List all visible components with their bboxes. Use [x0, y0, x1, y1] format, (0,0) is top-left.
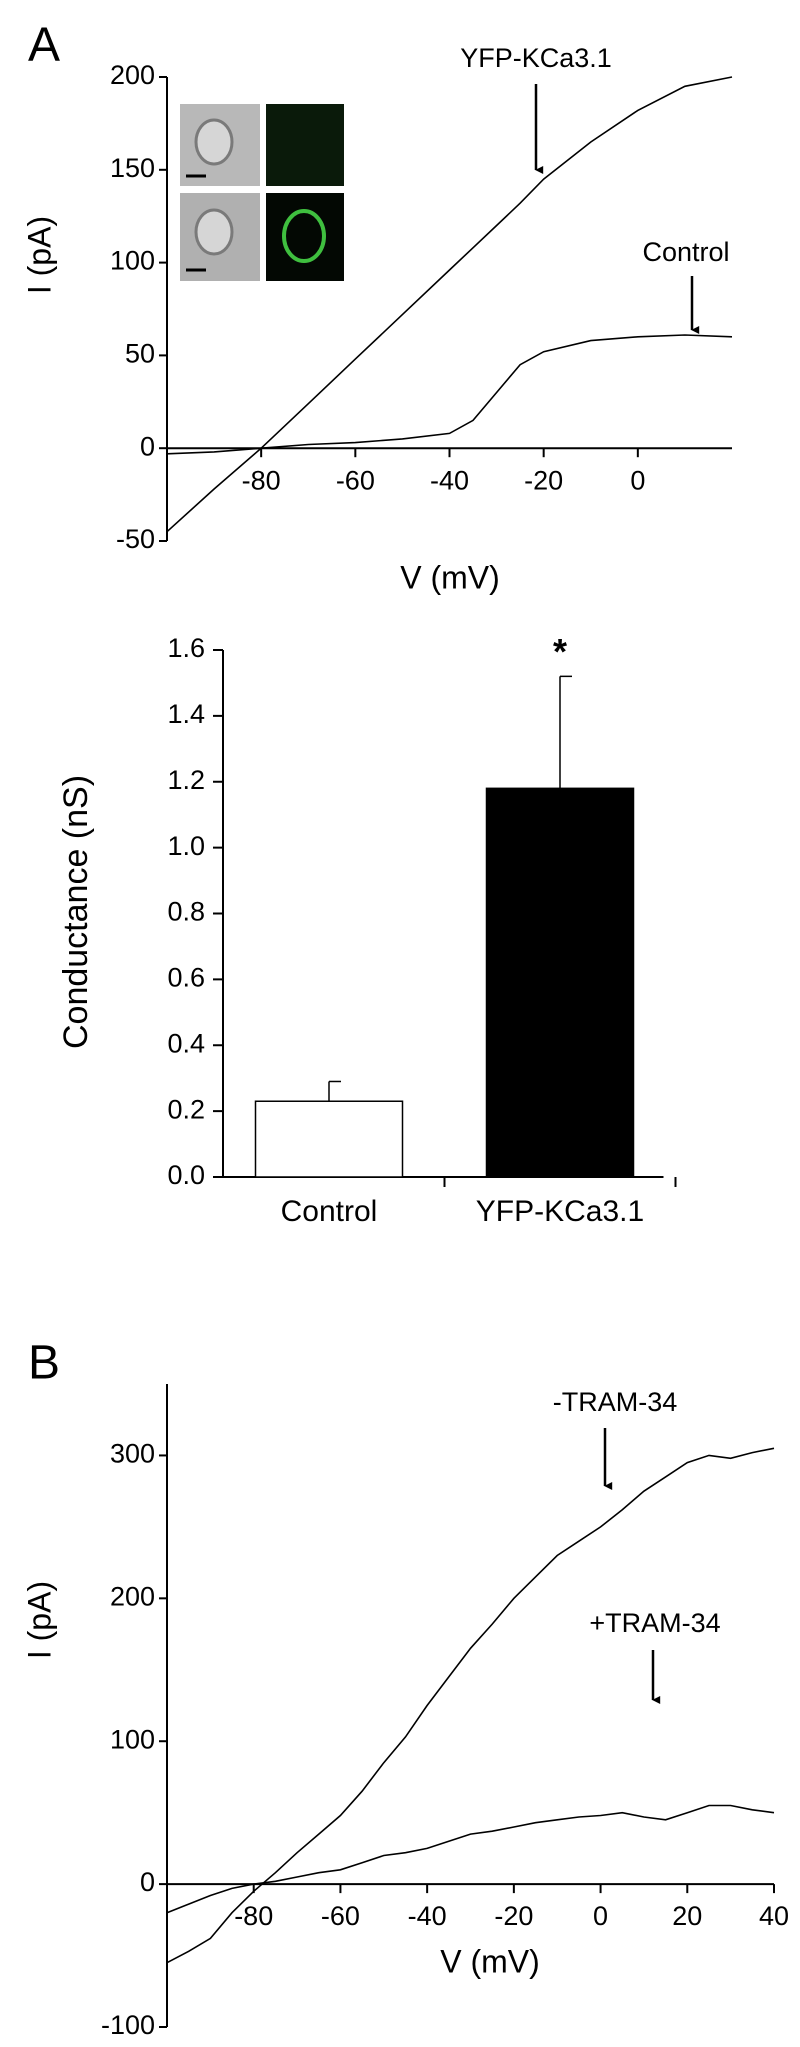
bar	[485, 787, 635, 1178]
y-tick-label: 100	[110, 246, 155, 276]
x-tick-label: -40	[408, 1901, 447, 1931]
y-tick-label: 50	[125, 339, 155, 369]
y-axis-label: I (pA)	[21, 216, 57, 294]
y-tick-label: 0	[140, 1867, 155, 1897]
x-tick-label: 40	[759, 1901, 789, 1931]
panel-label: A	[28, 19, 60, 72]
x-axis-label: V (mV)	[400, 559, 500, 595]
series-label: YFP-KCa3.1	[460, 43, 612, 73]
y-tick-label: 0	[140, 431, 155, 461]
x-tick-label: 20	[672, 1901, 702, 1931]
y-tick-label: 200	[110, 60, 155, 90]
x-tick-label: -80	[242, 465, 281, 495]
x-tick-label: YFP-KCa3.1	[476, 1195, 644, 1228]
series-label: -TRAM-34	[553, 1387, 678, 1417]
panel-label: B	[28, 1337, 60, 1390]
y-tick-label: -50	[116, 524, 155, 554]
x-tick-label: -80	[234, 1901, 273, 1931]
significance-mark: *	[553, 631, 567, 672]
x-tick-label: Control	[281, 1195, 378, 1228]
y-tick-label: 1.6	[167, 633, 205, 663]
x-tick-label: -20	[524, 465, 563, 495]
y-tick-label: 200	[110, 1581, 155, 1611]
y-tick-label: 0.6	[167, 963, 205, 993]
y-tick-label: -100	[101, 2010, 155, 2040]
series-label: Control	[642, 237, 729, 267]
inset-images	[180, 104, 344, 281]
data-line	[166, 1447, 775, 1964]
y-tick-label: 1.2	[167, 765, 205, 795]
x-tick-label: 0	[593, 1901, 608, 1931]
x-tick-label: -60	[321, 1901, 360, 1931]
data-line	[166, 334, 733, 455]
y-tick-label: 0.2	[167, 1094, 205, 1124]
x-tick-label: -40	[430, 465, 469, 495]
y-tick-label: 150	[110, 153, 155, 183]
x-tick-label: -20	[494, 1901, 533, 1931]
y-tick-label: 1.4	[167, 699, 205, 729]
x-tick-label: 0	[630, 465, 645, 495]
data-line	[166, 1804, 775, 1914]
y-axis-label: I (pA)	[21, 1581, 57, 1659]
bar	[254, 1100, 404, 1178]
y-tick-label: 0.4	[167, 1028, 205, 1058]
y-tick-label: 1.0	[167, 831, 205, 861]
y-tick-label: 0.8	[167, 897, 205, 927]
y-axis-label: Conductance (nS)	[57, 775, 95, 1049]
x-tick-label: -60	[336, 465, 375, 495]
y-tick-label: 0.0	[167, 1160, 205, 1190]
series-label: +TRAM-34	[589, 1608, 720, 1638]
x-axis-label: V (mV)	[440, 1943, 540, 1979]
y-tick-label: 100	[110, 1724, 155, 1754]
data-line	[166, 76, 733, 533]
y-tick-label: 300	[110, 1439, 155, 1469]
